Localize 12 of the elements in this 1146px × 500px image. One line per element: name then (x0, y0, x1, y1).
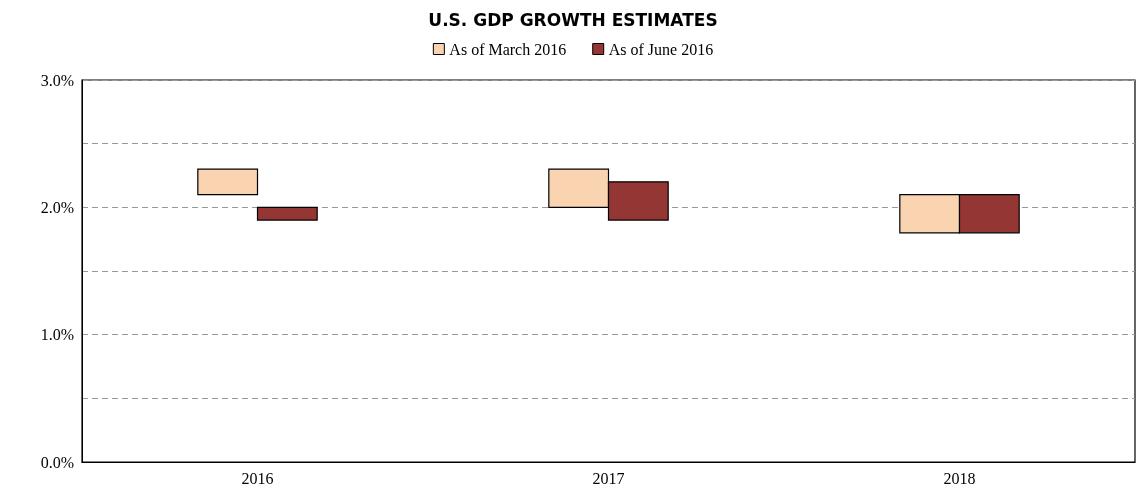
y-tick-label: 2.0% (40, 198, 74, 216)
bar (197, 168, 259, 196)
x-tick-label: 2017 (592, 469, 625, 487)
legend-label: As of March 2016 (449, 40, 567, 58)
x-tick-label: 2016 (241, 469, 274, 487)
legend-label: As of June 2016 (608, 40, 714, 58)
y-tick-label: 0.0% (40, 453, 74, 471)
bar (256, 206, 318, 221)
y-tick-label: 1.0% (40, 326, 74, 344)
x-tick-label: 2018 (943, 469, 976, 487)
y-tick-label: 3.0% (40, 71, 74, 89)
chart-title: U.S. GDP GROWTH ESTIMATES (428, 9, 718, 30)
